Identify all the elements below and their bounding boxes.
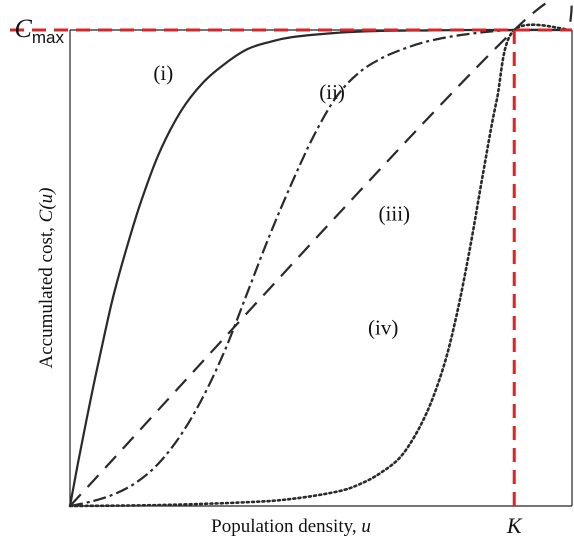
series-line-1 (68, 28, 572, 507)
y-axis-label-var: C(u) (36, 188, 57, 223)
y-tick-subscript: max (32, 28, 65, 47)
y-axis-label: Accumulated cost, C(u) (36, 188, 57, 369)
series-line-4 (68, 23, 574, 508)
reference-lines (10, 28, 572, 514)
series-line-2 (69, 28, 573, 508)
series-label-4: (iv) (368, 316, 398, 340)
series-line-3 (69, 0, 573, 507)
x-axis-label-var: u (361, 516, 371, 537)
series-layer (68, 0, 574, 508)
series-label-2: (ii) (319, 80, 345, 104)
curve-labels: (i) (ii) (iii) (iv) (153, 61, 410, 340)
series-label-1: (i) (153, 61, 173, 85)
y-axis-label-text: Accumulated cost, (36, 222, 57, 368)
x-axis-label-text: Population density, (211, 516, 361, 537)
y-tick-label-cmax: Cmax (15, 14, 65, 47)
x-axis-label: Population density, u (211, 516, 371, 537)
x-tick-label-k: K (506, 513, 523, 538)
y-tick-symbol: C (15, 14, 33, 43)
series-label-3: (iii) (379, 201, 411, 225)
